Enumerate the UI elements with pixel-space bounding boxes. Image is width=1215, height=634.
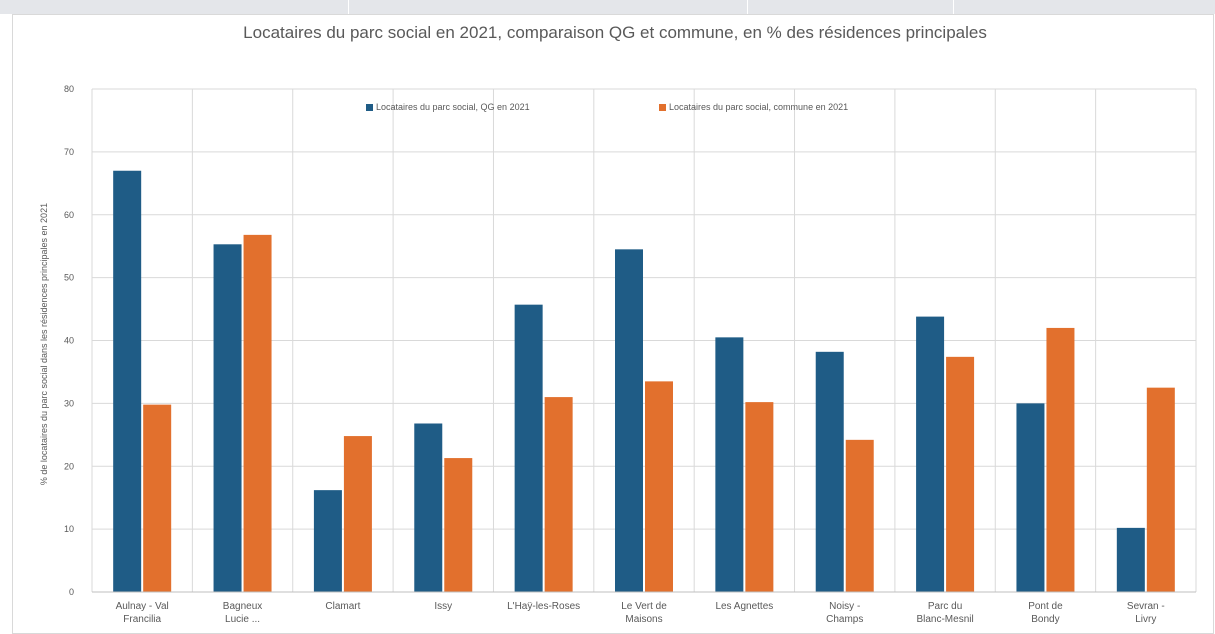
- bar-qg: [213, 244, 242, 592]
- y-tick-label: 20: [64, 461, 74, 471]
- bar-commune: [544, 397, 573, 592]
- legend-label: Locataires du parc social, QG en 2021: [376, 102, 530, 112]
- bar-qg: [916, 316, 945, 592]
- bar-qg: [113, 170, 142, 593]
- x-tick-label: Sevran -Livry: [1127, 601, 1165, 625]
- bar-commune: [243, 234, 272, 592]
- bar-commune: [946, 356, 975, 592]
- bar-qg: [1116, 527, 1145, 592]
- bar-qg: [414, 423, 443, 592]
- legend-swatch: [366, 104, 373, 111]
- top-strip-cell: [0, 0, 349, 14]
- bar-commune: [845, 439, 874, 592]
- bar-qg: [815, 351, 844, 592]
- bar-commune: [343, 436, 372, 592]
- bar-commune: [645, 381, 673, 592]
- chart-frame: [12, 14, 1214, 634]
- top-strip-cell: [349, 0, 748, 14]
- legend: Locataires du parc social, QG en 2021 Loc…: [366, 102, 848, 112]
- bar-qg: [615, 249, 643, 593]
- legend-swatch: [659, 104, 666, 111]
- y-tick-label: 10: [64, 524, 74, 534]
- bar-qg: [313, 490, 342, 592]
- bar-commune: [1146, 387, 1175, 592]
- top-strip-cell: [748, 0, 954, 14]
- y-tick-label: 50: [64, 273, 74, 283]
- x-tick-label: Les Agnettes: [715, 601, 773, 612]
- x-tick-label: Noisy -Champs: [826, 601, 863, 625]
- y-tick-label: 60: [64, 210, 74, 220]
- bar-qg: [715, 337, 744, 592]
- x-tick-label: Issy: [434, 601, 452, 612]
- x-tick-label: Le Vert de Maisons: [621, 601, 667, 625]
- y-tick-label: 80: [64, 84, 74, 94]
- y-tick-label: 40: [64, 336, 74, 346]
- y-tick-label: 70: [64, 147, 74, 157]
- bar-commune: [1046, 327, 1075, 592]
- legend-label: Locataires du parc social, commune en 20…: [669, 102, 848, 112]
- y-tick-label: 30: [64, 398, 74, 408]
- bar-commune: [745, 402, 774, 592]
- y-tick-label: 0: [69, 587, 74, 597]
- bar-qg: [514, 304, 543, 592]
- x-tick-label: Parc du Blanc-Mesnil: [916, 601, 973, 625]
- bar-qg: [1016, 403, 1045, 592]
- top-strip: [0, 0, 1215, 14]
- bar-layer: [113, 170, 1175, 593]
- grid-layer: [91, 88, 1197, 593]
- chart-title: Locataires du parc social en 2021, compa…: [243, 23, 987, 42]
- bar-commune: [143, 404, 172, 592]
- x-tick-label: Pont de Bondy: [1028, 601, 1063, 625]
- bar-commune: [444, 458, 473, 592]
- x-tick-label: Clamart: [325, 601, 360, 612]
- axis-layer: 0 10 20 30 40 50 60 70 80 Aulnay - Val Francilia Ba…: [64, 84, 1196, 625]
- top-strip-cell: [954, 0, 1215, 14]
- x-tick-label: Bagneux Lucie ...: [223, 601, 262, 625]
- x-tick-label: L'Haÿ-les-Roses: [507, 601, 580, 612]
- x-tick-label: Aulnay - Val Francilia: [116, 601, 169, 625]
